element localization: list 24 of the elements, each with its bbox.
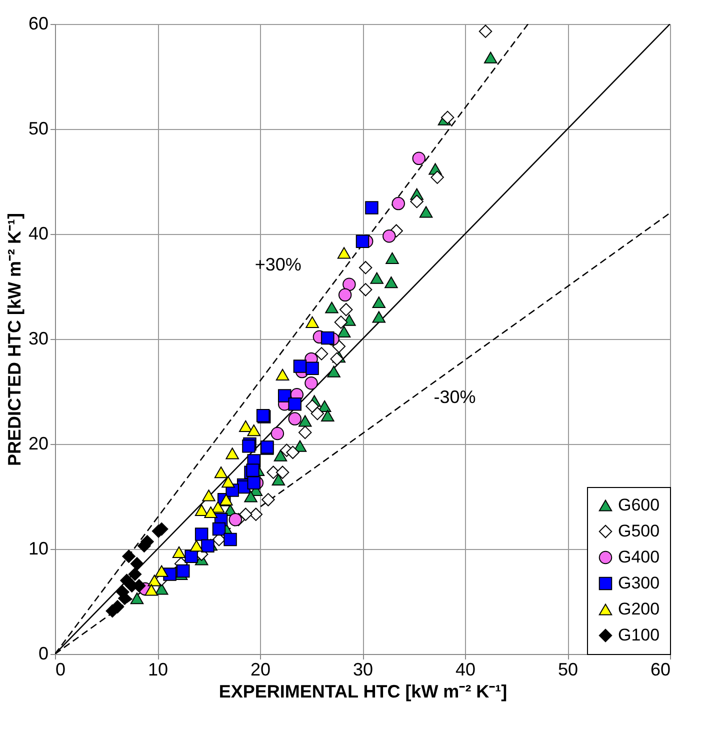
x-tick-label: 20 xyxy=(250,660,271,680)
legend-label: G300 xyxy=(618,574,660,592)
y-tick-label: 50 xyxy=(28,118,48,138)
legend-label: G400 xyxy=(618,548,660,566)
x-tick-label: 0 xyxy=(56,660,66,680)
annotation: +30% xyxy=(254,254,302,274)
y-axis-title: PREDICTED HTC [kW m⁻² K⁻¹] xyxy=(4,213,24,466)
y-tick-label: 60 xyxy=(28,14,48,34)
legend-label: G500 xyxy=(618,522,660,540)
x-tick-label: 50 xyxy=(558,660,578,680)
legend-label: G200 xyxy=(618,600,660,618)
y-tick-label: 10 xyxy=(28,538,48,558)
y-tick-label: 40 xyxy=(28,224,48,244)
x-tick-label: 30 xyxy=(352,660,374,680)
y-tick-label: 30 xyxy=(28,328,48,348)
legend-label: G100 xyxy=(618,626,660,644)
x-tick-label: 60 xyxy=(650,660,670,680)
y-tick-label: 20 xyxy=(28,434,48,454)
legend-label: G600 xyxy=(618,496,660,514)
x-tick-label: 40 xyxy=(455,660,476,680)
x-tick-label: 10 xyxy=(148,660,168,680)
x-axis-title: EXPERIMENTAL HTC [kW m⁻² K⁻¹] xyxy=(218,682,508,702)
annotation: -30% xyxy=(434,386,476,407)
y-tick-label: 0 xyxy=(38,644,48,664)
